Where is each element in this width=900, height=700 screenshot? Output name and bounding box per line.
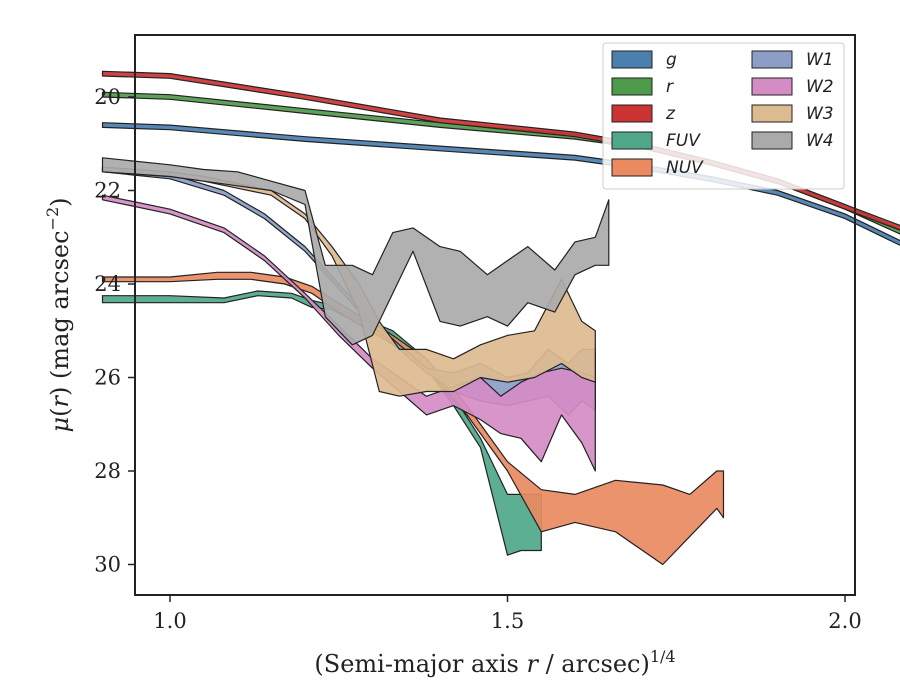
legend-swatch-nuv bbox=[611, 158, 653, 177]
legend-label-w2: W2 bbox=[806, 77, 834, 97]
legend-swatch-r bbox=[611, 77, 653, 96]
legend-label-nuv: NUV bbox=[666, 158, 704, 178]
x-axis-label: (Semi-major axis r / arcsec)1/4 bbox=[314, 647, 675, 678]
legend-label-w1: W1 bbox=[806, 50, 834, 70]
band-w4 bbox=[101, 157, 610, 346]
x-tick-label: 2.0 bbox=[828, 609, 861, 633]
y-tick-label: 24 bbox=[94, 272, 121, 296]
legend-swatch-w3 bbox=[751, 104, 793, 123]
legend-swatch-w2 bbox=[751, 77, 793, 96]
band-z bbox=[101, 70, 900, 231]
y-tick-label: 28 bbox=[94, 459, 121, 483]
legend-swatch-fuv bbox=[611, 131, 653, 150]
band-w2 bbox=[101, 194, 596, 472]
legend-swatch-w1 bbox=[751, 50, 793, 69]
y-tick-label: 20 bbox=[94, 85, 121, 109]
y-tick-label: 22 bbox=[94, 179, 121, 203]
x-tick-label: 1.5 bbox=[491, 609, 524, 633]
y-tick-label: 26 bbox=[94, 366, 121, 390]
legend-swatch-z bbox=[611, 104, 653, 123]
legend-swatch-w4 bbox=[751, 131, 793, 150]
legend-label-w4: W4 bbox=[806, 131, 834, 151]
legend-label-w3: W3 bbox=[806, 104, 834, 124]
x-tick-label: 1.0 bbox=[153, 609, 186, 633]
legend-swatch-g bbox=[611, 50, 653, 69]
legend-label-z: z bbox=[665, 104, 676, 124]
plot-frame bbox=[134, 34, 856, 596]
legend-label-r: r bbox=[666, 77, 674, 97]
band-nuv bbox=[101, 271, 725, 566]
y-axis-label: μ(r) (mag arcsec−2) bbox=[43, 197, 74, 432]
legend-label-g: g bbox=[666, 50, 677, 70]
y-tick-label: 30 bbox=[94, 553, 121, 577]
legend-label-fuv: FUV bbox=[666, 131, 701, 151]
legend: grz FUV NUV W1 W2 W3 W4 bbox=[602, 42, 845, 190]
